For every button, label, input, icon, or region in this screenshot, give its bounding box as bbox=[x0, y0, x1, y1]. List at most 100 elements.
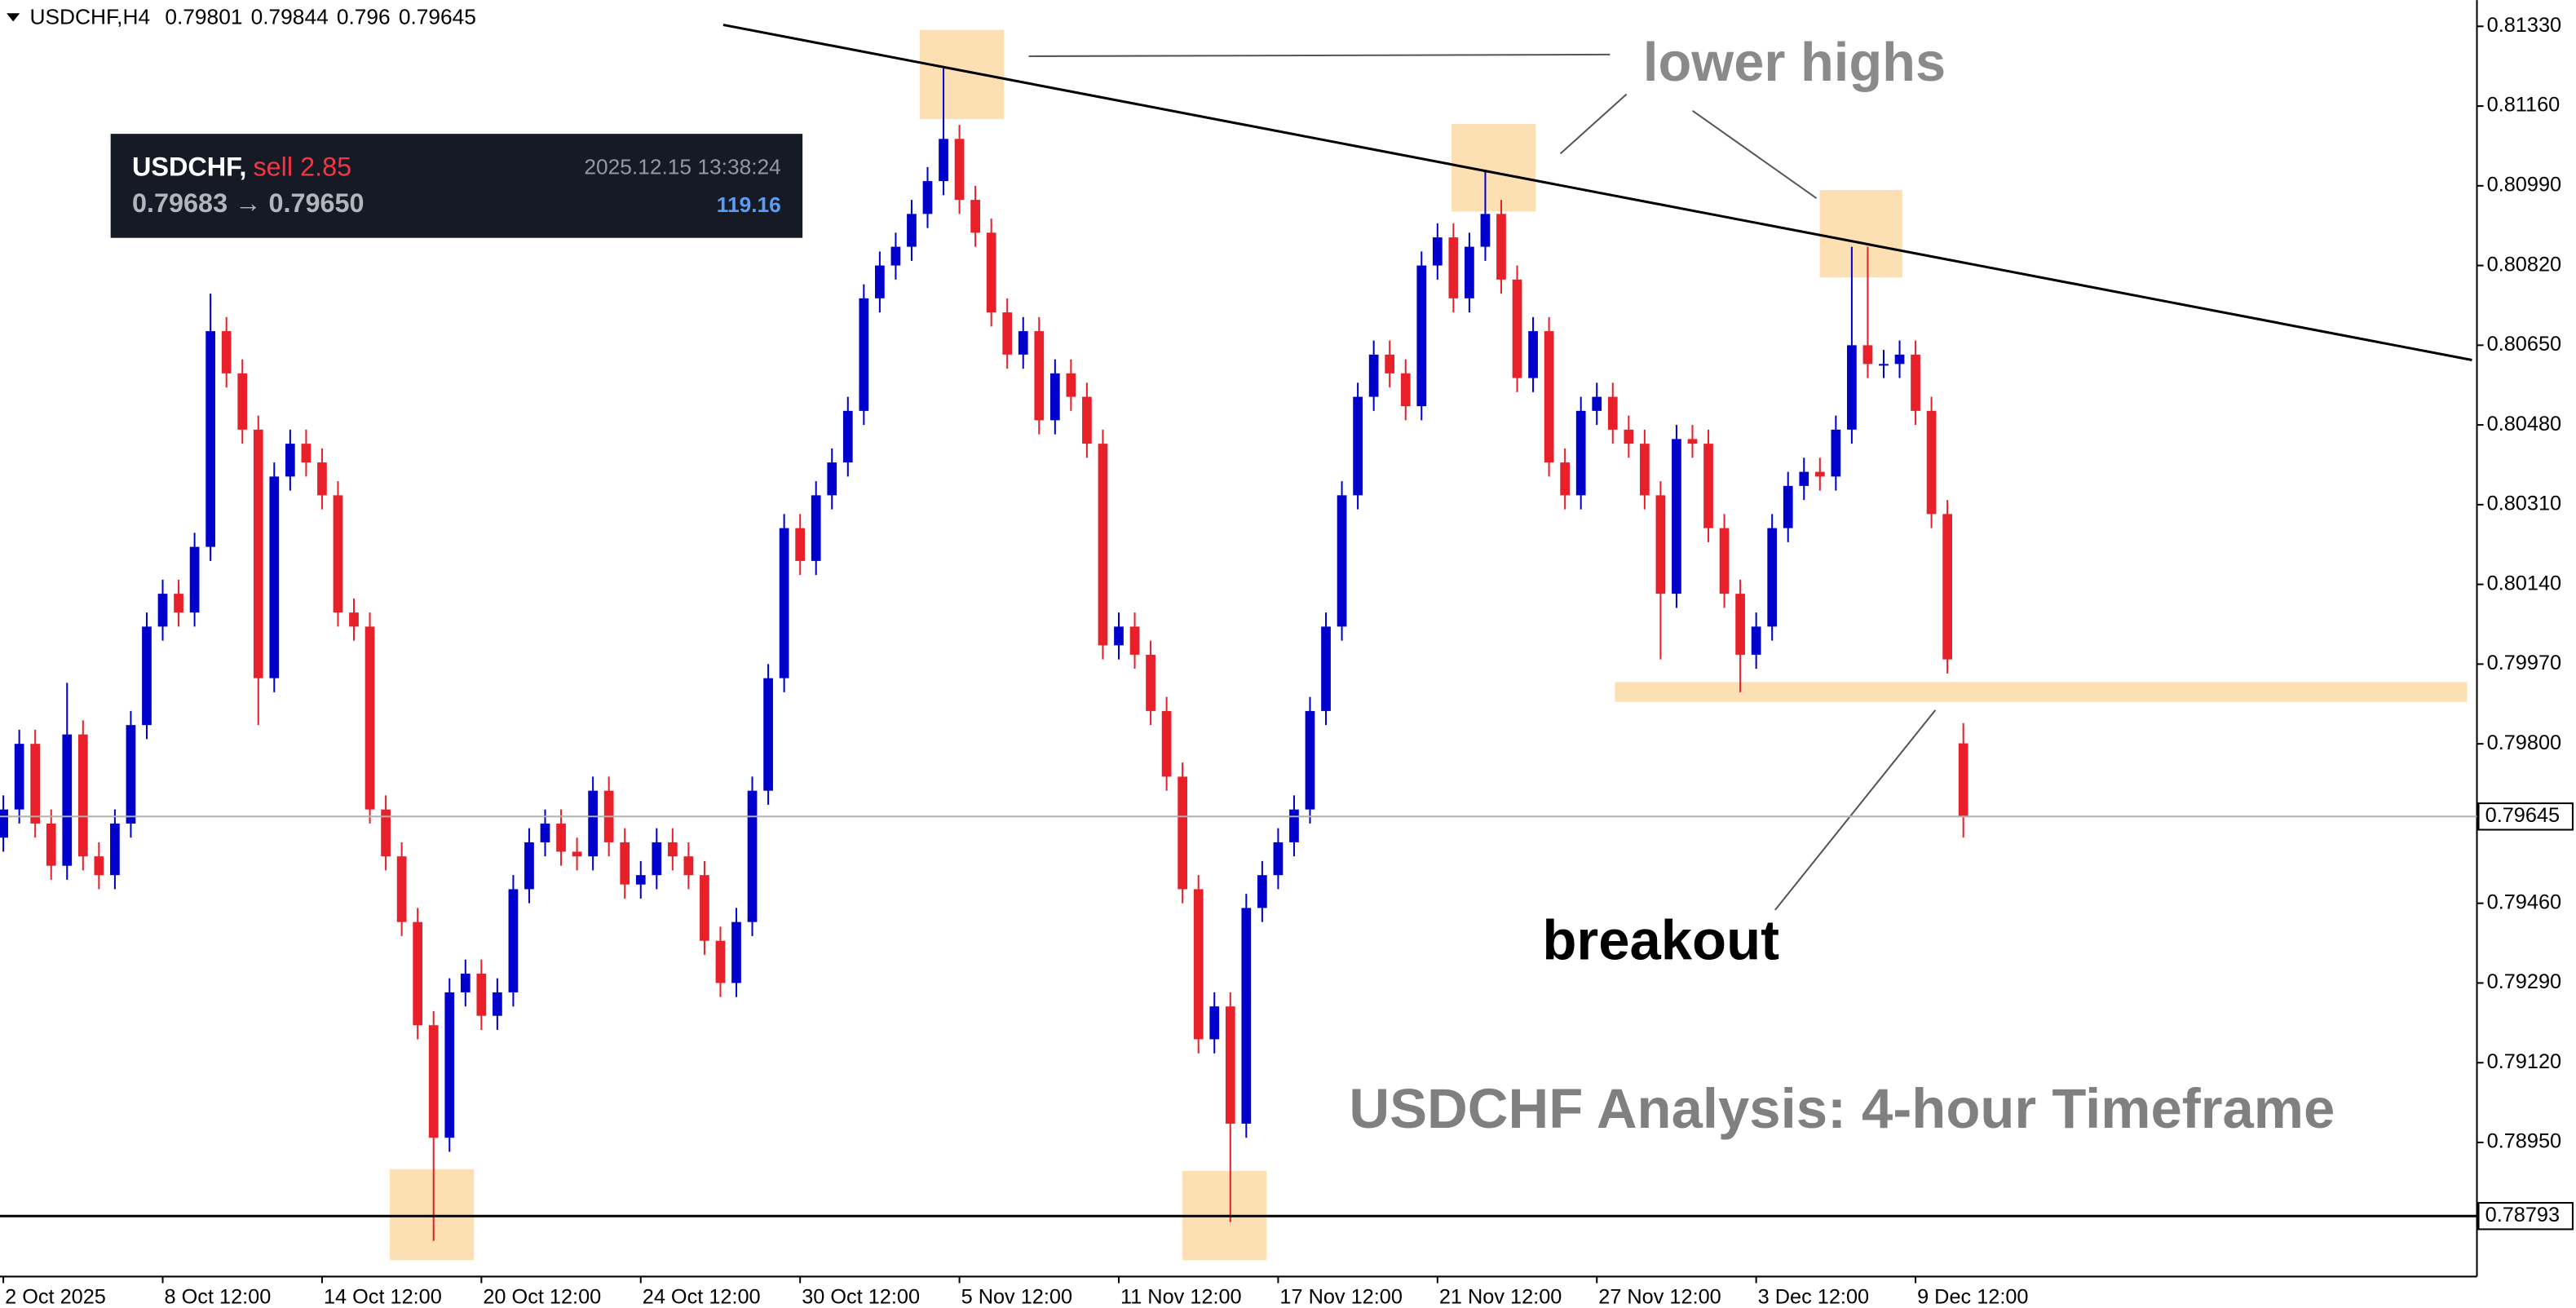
candle-body bbox=[1049, 373, 1060, 421]
candle-body bbox=[94, 856, 104, 876]
candle-body bbox=[763, 678, 773, 791]
candle-body bbox=[1353, 396, 1363, 496]
candle-body bbox=[1034, 331, 1045, 421]
trade-prices: 0.79683 → 0.79650 bbox=[132, 188, 365, 218]
x-tick-label: 8 Oct 12:00 bbox=[165, 1285, 272, 1308]
pointer bbox=[1028, 53, 1611, 57]
candle-body bbox=[1942, 514, 1953, 660]
candle-body bbox=[269, 476, 280, 678]
candle-body bbox=[205, 331, 216, 547]
candle-body bbox=[396, 856, 407, 922]
x-tick-label: 21 Nov 12:00 bbox=[1439, 1285, 1562, 1308]
candle-body bbox=[1385, 354, 1395, 373]
y-tick-label: 0.79800 bbox=[2487, 731, 2561, 754]
candle-body bbox=[110, 823, 120, 876]
candle-body bbox=[1958, 743, 1968, 817]
y-tick-label: 0.81160 bbox=[2487, 94, 2561, 117]
y-tick-label: 0.80310 bbox=[2487, 493, 2561, 515]
candle-body bbox=[1480, 214, 1491, 247]
candle-body bbox=[237, 373, 248, 430]
candle-body bbox=[1751, 626, 1761, 655]
candle-body bbox=[365, 626, 375, 810]
trade-side: sell 2.85 bbox=[253, 152, 351, 181]
candle-body bbox=[1607, 396, 1618, 430]
candle-body bbox=[0, 809, 8, 838]
x-tick-label: 24 Oct 12:00 bbox=[643, 1285, 761, 1308]
candle-body bbox=[46, 823, 56, 866]
candle-body bbox=[1018, 331, 1028, 355]
price-label-box bbox=[2477, 1202, 2574, 1231]
candle-body bbox=[1193, 889, 1204, 1040]
candle-body bbox=[1082, 396, 1092, 444]
candle-body bbox=[827, 462, 837, 496]
zone bbox=[1819, 189, 1902, 278]
candle-body bbox=[907, 214, 917, 247]
zone bbox=[1615, 682, 2468, 702]
trade-time: 2025.12.15 13:38:24 bbox=[584, 155, 780, 179]
candle-body bbox=[859, 298, 869, 411]
zone bbox=[919, 29, 1005, 119]
candle-body bbox=[842, 410, 853, 463]
price-label-box bbox=[2477, 802, 2574, 831]
candle-body bbox=[1719, 528, 1730, 594]
x-tick-label: 11 Nov 12:00 bbox=[1120, 1285, 1242, 1308]
candle-body bbox=[1560, 462, 1571, 496]
candle-body bbox=[1400, 373, 1411, 407]
candle-body bbox=[1911, 354, 1920, 411]
y-tick-label: 0.80480 bbox=[2487, 413, 2561, 435]
candle-body bbox=[444, 992, 455, 1138]
y-tick-label: 0.80140 bbox=[2487, 572, 2561, 594]
candle-body bbox=[1225, 1006, 1235, 1124]
candle-body bbox=[1209, 1006, 1220, 1040]
candle-body bbox=[540, 823, 550, 842]
candle-body bbox=[253, 429, 263, 678]
candle-body bbox=[1114, 626, 1124, 646]
pointer bbox=[1692, 109, 1818, 199]
trend-line bbox=[722, 23, 2472, 362]
candle-body bbox=[1066, 373, 1076, 397]
candle-body bbox=[954, 139, 965, 201]
symbol: USDCHF,H4 bbox=[29, 4, 150, 29]
candle-body bbox=[667, 842, 678, 857]
candle-body bbox=[1289, 809, 1299, 842]
candle-body bbox=[142, 626, 152, 726]
candle-body bbox=[157, 594, 168, 627]
candle-body bbox=[890, 246, 901, 266]
candle-body bbox=[1592, 396, 1602, 411]
candle-body bbox=[221, 331, 232, 373]
close: 0.79645 bbox=[399, 4, 476, 29]
header: USDCHF,H4 0.79801 0.79844 0.796 0.79645 bbox=[29, 4, 476, 29]
candle-body bbox=[1926, 410, 1937, 515]
header-icon bbox=[7, 13, 20, 22]
candle-body bbox=[635, 875, 646, 885]
y-tick-label: 0.78950 bbox=[2487, 1130, 2561, 1153]
annotation: lower highs bbox=[1643, 33, 1946, 93]
candle-body bbox=[476, 973, 487, 1016]
candle-body bbox=[1672, 439, 1681, 594]
candle-body bbox=[715, 940, 726, 983]
x-tick-label: 27 Nov 12:00 bbox=[1598, 1285, 1721, 1308]
candle-body bbox=[620, 842, 630, 885]
y-tick-label: 0.79120 bbox=[2487, 1050, 2561, 1073]
x-tick-label: 20 Oct 12:00 bbox=[483, 1285, 601, 1308]
candle-body bbox=[1273, 842, 1284, 876]
candle-body bbox=[1862, 345, 1873, 365]
candle-body bbox=[428, 1025, 439, 1138]
candle-body bbox=[62, 734, 73, 866]
candle-body bbox=[1098, 444, 1108, 646]
candle-body bbox=[1465, 246, 1474, 298]
candle-body bbox=[1337, 495, 1347, 627]
trade-symbol: USDCHF, bbox=[132, 152, 246, 181]
y-tick-label: 0.80990 bbox=[2487, 174, 2561, 197]
candle-body bbox=[1161, 710, 1172, 777]
candle-body bbox=[986, 232, 996, 313]
candle-body bbox=[174, 594, 183, 613]
candle-body bbox=[1783, 485, 1793, 528]
candle-body bbox=[1368, 354, 1379, 397]
candle-body bbox=[747, 790, 758, 922]
y-tick-label: 0.79460 bbox=[2487, 890, 2561, 913]
candle-body bbox=[1799, 471, 1809, 486]
plot bbox=[0, 68, 1968, 1241]
candle-body bbox=[1831, 429, 1841, 477]
